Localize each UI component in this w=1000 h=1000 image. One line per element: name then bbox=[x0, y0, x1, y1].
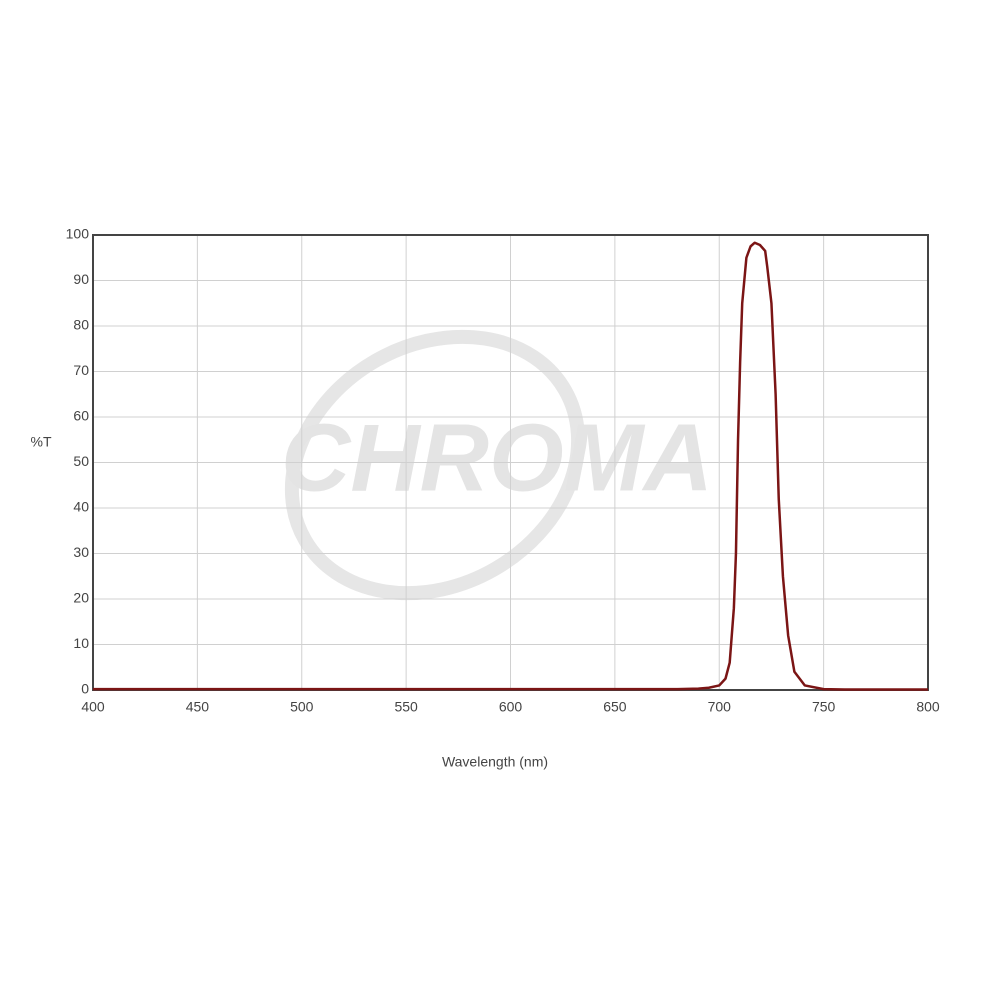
x-tick-label: 600 bbox=[499, 699, 523, 715]
y-tick-label: 40 bbox=[73, 499, 89, 515]
y-tick-label: 60 bbox=[73, 408, 89, 424]
y-tick-label: 0 bbox=[81, 681, 89, 697]
y-tick-label: 100 bbox=[66, 226, 90, 242]
y-tick-label: 20 bbox=[73, 590, 89, 606]
x-axis-label: Wavelength (nm) bbox=[442, 754, 548, 770]
watermark: CHROMA bbox=[281, 329, 713, 601]
y-tick-label: 50 bbox=[73, 453, 89, 469]
x-tick-label: 400 bbox=[81, 699, 105, 715]
y-tick-label: 10 bbox=[73, 635, 89, 651]
x-tick-label: 800 bbox=[916, 699, 940, 715]
y-axis-label: %T bbox=[31, 434, 52, 450]
data-line bbox=[93, 241, 928, 691]
y-tick-label: 90 bbox=[73, 271, 89, 287]
y-tick-label: 70 bbox=[73, 362, 89, 378]
watermark-ring bbox=[284, 329, 586, 601]
x-tick-label: 650 bbox=[603, 699, 627, 715]
x-tick-label: 550 bbox=[394, 699, 418, 715]
x-tick-label: 700 bbox=[708, 699, 732, 715]
y-tick-label: 80 bbox=[73, 317, 89, 333]
x-tick-label: 500 bbox=[290, 699, 314, 715]
x-tick-label: 750 bbox=[812, 699, 836, 715]
x-tick-label: 450 bbox=[186, 699, 210, 715]
watermark-text: CHROMA bbox=[281, 404, 713, 511]
y-tick-label: 30 bbox=[73, 544, 89, 560]
